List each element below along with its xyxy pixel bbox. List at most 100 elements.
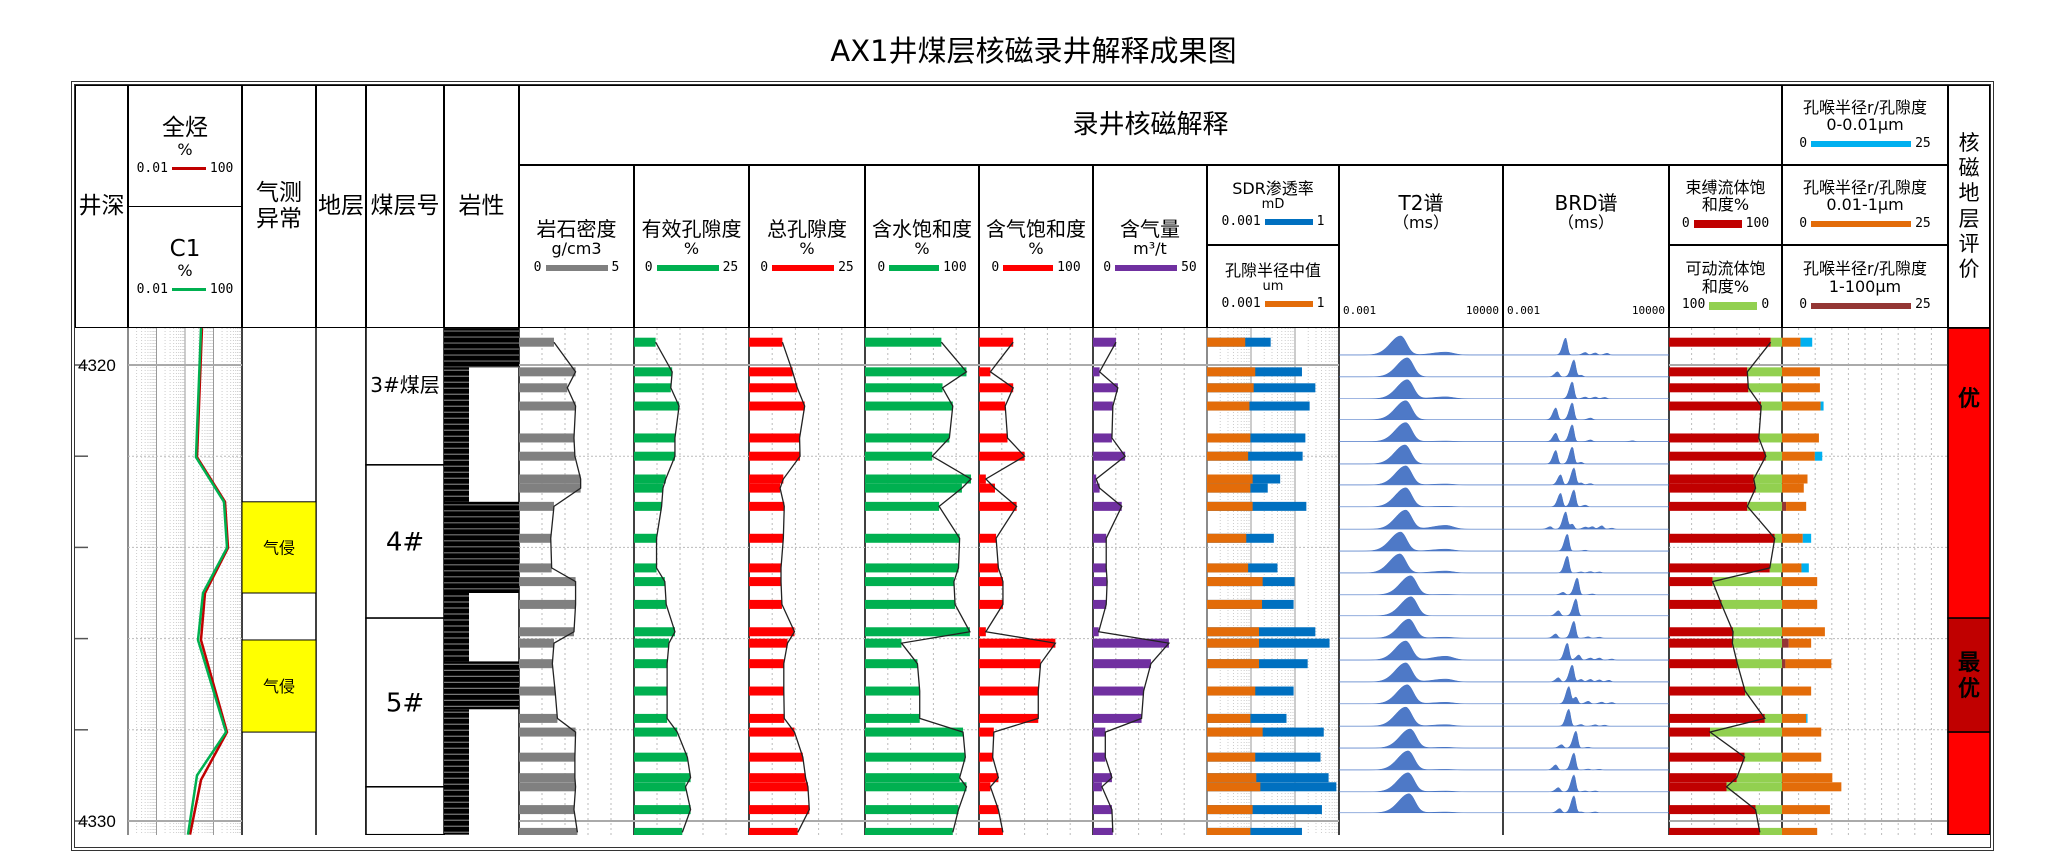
pore-throat-large-header: 孔喉半径r/孔隙度 1-100μm 0 25 [1782,245,1948,328]
pore-throat-small-header: 孔喉半径r/孔隙度 0-0.01μm 0 25 [1782,85,1948,165]
depth-header-label: 井深 [78,192,125,219]
water-saturation-curve [900,341,973,833]
water-saturation-bar [865,599,956,609]
bound-fluid-bar [1669,474,1754,484]
brd-spectrum [1503,685,1669,705]
legend-min: 0.001 [1221,295,1261,311]
brd-spectrum [1503,446,1669,465]
water-saturation-bar [865,727,964,737]
t2-spectrum [1339,422,1503,442]
coal-seam-interval [365,328,445,466]
gas-content-bar [1093,367,1100,377]
gas-content-bar [1093,383,1118,393]
movable-fluid-bar [1736,773,1782,783]
total-hc-title: 全烃 [162,114,208,141]
total-hc-unit: % [177,140,193,160]
eff-porosity-bar [634,474,666,484]
density-title: 岩石密度 [536,217,617,242]
movable-fluid-bar [1726,782,1782,792]
pore-throat-mid-bar [1782,383,1820,393]
water-saturation-legend: 0 100 [877,260,966,275]
pore-throat-mid-bar [1782,577,1818,587]
t2-spectrum [1339,487,1503,508]
legend-min: 0 [1799,135,1808,151]
gas-content-bar [1093,752,1106,762]
brd-spectrum [1503,424,1669,442]
sdr-legend: 0.001 1 [1222,214,1325,230]
bound-fluid-bar [1669,337,1771,347]
evaluation-label: 最优 [1958,651,1981,702]
movable-fluid-bar [1733,627,1782,637]
eff-porosity-bar [634,782,686,792]
movable-fluid-bar [1753,474,1782,484]
eff-porosity-bar [634,533,657,543]
legend-max: 5 [611,259,620,275]
density-bar [519,773,575,783]
total-porosity-bar [749,337,783,347]
pore-throat-mid-bar [1782,367,1820,377]
legend-max: 50 [1181,259,1197,275]
gas-anomaly-header-label: 气测异常 [256,180,302,232]
pore-throat-range: 1-100μm [1828,276,1902,296]
brd-spectrum [1503,533,1669,552]
gas-content-bar [1093,773,1112,783]
gas-saturation-unit: % [1028,239,1044,259]
bound-fluid-bar [1669,686,1746,696]
gas-content-bar [1093,599,1107,609]
gas-content-header: 含气量 m³/t 0 50 [1093,165,1207,328]
pore-throat-small-bar [1806,713,1808,723]
t2-spectrum [1339,618,1503,639]
density-bar [519,686,556,696]
movable-fluid-bar [1755,805,1782,815]
brd-spectrum [1503,489,1669,508]
gas-content-unit: m³/t [1133,239,1167,259]
movable-fluid-bar [1769,563,1782,573]
movable-fluid-bar [1770,337,1782,347]
formation-header: 地层 [316,85,366,328]
bound-fluid-bar [1669,782,1727,792]
eff-porosity-bar [634,367,673,377]
pore-throat-large-bar [1782,501,1787,511]
pore-throat-small-bar [1802,533,1812,543]
pore-throat-mid-bar [1782,773,1833,783]
movable-fluid-header: 可动流体饱和度% 100 0 [1669,245,1782,328]
gas-saturation-legend: 0 100 [991,260,1080,275]
legend-swatch [772,264,835,271]
bound-fluid-bar [1669,483,1756,493]
movable-fluid-bar [1755,483,1782,493]
legend-min: 0 [1681,215,1690,231]
pore-throat-mid-bar [1782,599,1818,609]
gas-content-bar [1093,563,1107,573]
pore-median-bar [1207,805,1253,815]
water-saturation-bar [865,577,954,587]
legend-min: 0 [760,259,769,275]
legend-max: 1 [1316,214,1325,230]
pore-throat-mid-bar [1782,474,1808,484]
depth-header: 井深 [75,85,128,328]
brd-spectrum [1503,774,1669,793]
sdr-permeability-header: SDR渗透率 mD 0.001 1 [1207,165,1339,245]
t2-spectrum [1339,465,1503,486]
density-bar [519,337,554,347]
legend-swatch [545,264,608,271]
brd-spectrum [1503,381,1669,399]
t2-spectrum [1339,575,1503,596]
bound-fluid-bar [1669,827,1760,835]
gas-content-title: 含气量 [1120,217,1180,242]
pore-throat-mid-bar [1782,686,1812,696]
movable-fluid-bar [1712,577,1782,587]
pore-throat-small-legend: 0 25 [1799,135,1930,151]
bound-fluid-header: 束缚流体饱和度% 0 100 [1669,165,1782,245]
t2-title: T2谱 [1398,191,1444,215]
bound-fluid-bar [1669,401,1762,411]
gas-saturation-bar [979,686,1039,696]
movable-fluid-bar [1721,599,1782,609]
density-bar [519,367,576,377]
movable-fluid-bar [1737,659,1782,669]
bound-fluid-bar [1669,577,1713,587]
eff-porosity-legend: 0 25 [645,260,738,275]
total-porosity-bar [749,713,785,723]
total-porosity-bar [749,638,788,648]
